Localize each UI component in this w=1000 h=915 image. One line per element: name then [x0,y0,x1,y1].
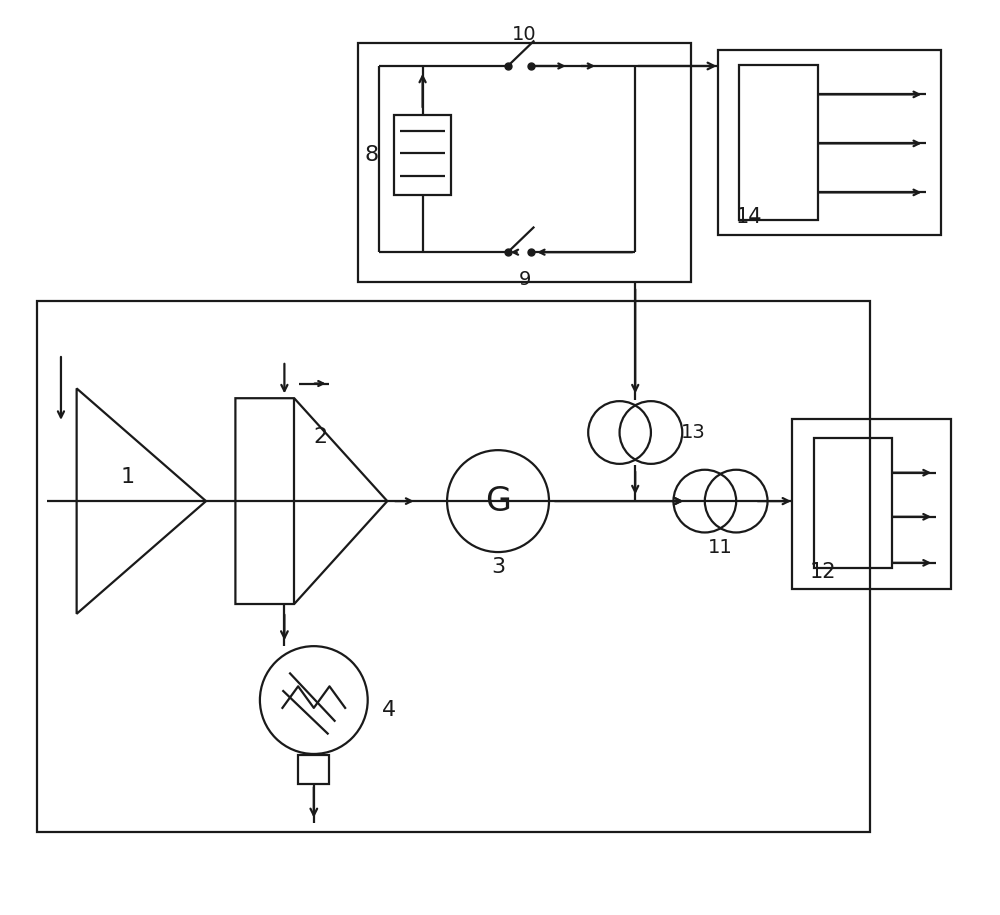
Bar [792,419,951,589]
Text: 14: 14 [735,207,762,227]
Bar [298,755,329,784]
Text: 13: 13 [681,423,706,442]
Text: G: G [485,485,511,518]
Text: 2: 2 [314,427,328,447]
Bar [739,65,818,220]
Text: 4: 4 [382,700,397,720]
Text: 1: 1 [121,467,135,487]
Text: 10: 10 [512,25,537,44]
Bar [37,301,870,833]
Text: 8: 8 [364,145,378,166]
Text: 12: 12 [810,562,836,582]
Bar [814,438,892,567]
Text: 3: 3 [491,556,505,576]
Text: 9: 9 [518,270,531,289]
Bar [394,115,451,195]
Text: 11: 11 [708,538,733,556]
Bar [358,43,691,282]
Bar [718,50,941,234]
